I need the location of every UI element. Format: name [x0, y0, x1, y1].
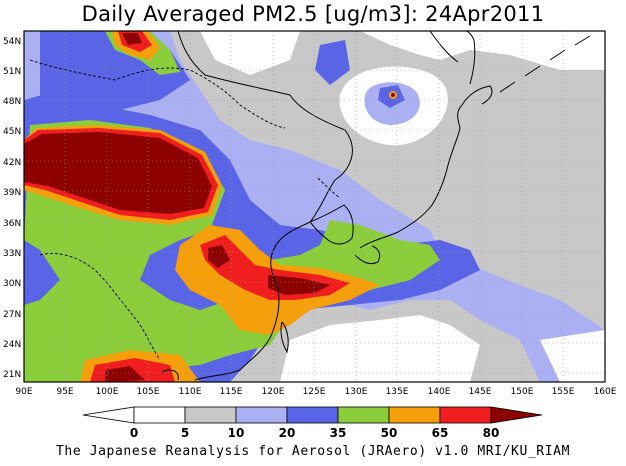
band-0-5-south: [280, 315, 480, 382]
colorbar-segment: [184, 406, 237, 424]
lon-label: 145E: [469, 387, 492, 397]
colorbar-label: 80: [483, 426, 500, 440]
coast-taiwan: [280, 321, 289, 354]
lon-label: 110E: [179, 387, 202, 397]
lon-label: 130E: [345, 387, 368, 397]
lat-label: 27N: [3, 310, 21, 320]
band-80-plus-spot: [208, 245, 230, 268]
border-south: [39, 253, 161, 361]
colorbar-label: 35: [330, 426, 347, 440]
border-north: [29, 59, 286, 129]
lon-label: 155E: [552, 387, 575, 397]
coast-kyushu: [354, 245, 381, 265]
lon-label: 150E: [511, 387, 534, 397]
band-80-plus-main: [24, 132, 212, 214]
lon-label: 135E: [386, 387, 409, 397]
band-0-5-ne: [360, 31, 605, 70]
lat-label: 30N: [3, 279, 21, 289]
lon-label: 160E: [594, 387, 617, 397]
coast-kuril: [499, 35, 591, 93]
coast-russia-east: [429, 30, 459, 63]
coast-korea: [309, 204, 354, 245]
credit-line: The Japanese Reanalysis for Aerosol (JRA…: [55, 444, 571, 459]
lon-label: 95E: [56, 387, 73, 397]
lon-label: 90E: [15, 387, 32, 397]
lat-label: 21N: [3, 370, 21, 380]
latitude-axis: 54N 51N 48N 45N 42N 39N 36N 33N 30N 27N …: [3, 37, 21, 380]
colorbar-label: 0: [130, 426, 138, 440]
colorbar-segment-min: [82, 406, 135, 424]
concentration-field: [24, 31, 605, 382]
lat-label: 36N: [3, 219, 21, 229]
coast-hokkaido: [461, 85, 493, 106]
colorbar-label: 10: [228, 426, 245, 440]
colorbar-labels: 0 5 10 20 35 50 65 80: [130, 426, 500, 440]
chart-title: Daily Averaged PM2.5 [ug/m3]: 24Apr2011: [81, 2, 545, 26]
lat-label: 54N: [3, 37, 21, 47]
coast-asia-mainland: [177, 30, 353, 381]
colorbar-segment: [337, 406, 390, 424]
coast-sakhalin: [465, 30, 476, 85]
lat-label: 45N: [3, 127, 21, 137]
colorbar-label: 20: [279, 426, 296, 440]
colorbar-segment: [286, 406, 339, 424]
grid-lines: [24, 31, 605, 382]
lat-label: 51N: [3, 67, 21, 77]
coast-japan: [359, 104, 463, 249]
lon-label: 125E: [303, 387, 326, 397]
band-80-plus-sw: [105, 366, 145, 382]
map-frame: [23, 30, 606, 383]
lat-label: 39N: [3, 188, 21, 198]
lon-label: 105E: [137, 387, 160, 397]
hotspot-north-core: [391, 93, 395, 97]
colorbar-label: 50: [381, 426, 398, 440]
band-0-5-top: [200, 31, 300, 75]
lon-label: 120E: [262, 387, 285, 397]
colorbar-segment: [133, 406, 186, 424]
longitude-axis: 90E 95E 100E 105E 110E 115E 120E 125E 13…: [15, 387, 616, 397]
colorbar-segment: [388, 406, 441, 424]
coastlines: [161, 30, 591, 381]
lat-label: 48N: [3, 97, 21, 107]
lat-label: 24N: [3, 340, 21, 350]
band-5-10-north: [170, 31, 605, 330]
band-35-50-w: [24, 300, 55, 345]
lon-label: 100E: [96, 387, 119, 397]
colorbar: [82, 406, 543, 424]
colorbar-label: 5: [181, 426, 189, 440]
band-80-plus-plume: [268, 275, 330, 295]
colorbar-segment-max: [490, 406, 543, 424]
colorbar-label: 65: [432, 426, 449, 440]
colorbar-segment: [235, 406, 288, 424]
lat-label: 42N: [3, 158, 21, 168]
band-80-plus-nw: [122, 33, 142, 45]
border-korea: [317, 177, 341, 199]
lon-label: 115E: [220, 387, 243, 397]
borders: [29, 59, 341, 361]
colorbar-segment: [439, 406, 492, 424]
band-20-35-n: [315, 40, 350, 85]
lon-label: 140E: [428, 387, 451, 397]
coast-hainan: [161, 369, 179, 381]
lat-label: 33N: [3, 249, 21, 259]
